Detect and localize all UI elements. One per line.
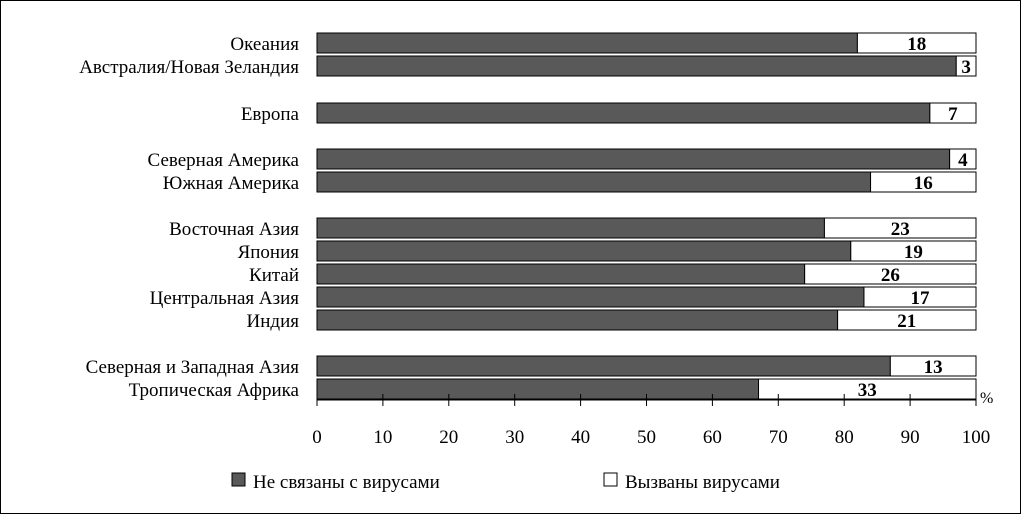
x-tick-label: 30 <box>505 427 524 448</box>
x-axis: 0 10 20 30 40 50 60 70 80 90 100 <box>312 394 990 448</box>
bar-viral <box>929 102 977 124</box>
x-tick-label: 60 <box>703 427 722 448</box>
bar-not-viral <box>316 171 872 193</box>
data-label: 4 <box>958 150 968 171</box>
data-label: 21 <box>897 311 916 332</box>
bar-not-viral <box>316 263 806 285</box>
bar-viral <box>804 263 977 285</box>
legend-swatch-not-viral <box>231 472 246 487</box>
bar-viral <box>758 378 977 400</box>
bar-not-viral <box>316 102 931 124</box>
x-unit-label: % <box>980 390 993 407</box>
x-tick-label: 10 <box>373 427 392 448</box>
bar-not-viral <box>316 355 891 377</box>
bar-not-viral <box>316 148 951 170</box>
legend-swatch-viral <box>603 472 618 487</box>
bar-viral <box>837 309 977 331</box>
category-label: Центральная Азия <box>150 288 300 309</box>
legend: Не связаны с вирусами Вызваны вирусами <box>231 472 780 493</box>
data-label: 16 <box>914 173 933 194</box>
x-tick-label: 90 <box>901 427 920 448</box>
data-label: 17 <box>910 288 930 309</box>
data-label: 26 <box>881 265 900 286</box>
category-label: Австралия/Новая Зеландия <box>79 57 299 78</box>
data-label: 3 <box>961 57 971 78</box>
x-tick-label: 20 <box>439 427 458 448</box>
data-label: 23 <box>891 219 910 240</box>
x-tick-label: 100 <box>962 427 991 448</box>
bar-viral <box>856 32 977 54</box>
category-label: Северная Америка <box>148 150 300 171</box>
x-tick-label: 70 <box>769 427 788 448</box>
bar-not-viral <box>316 286 865 308</box>
x-tick-label: 0 <box>312 427 322 448</box>
category-label: Океания <box>230 34 299 55</box>
data-label: 33 <box>858 380 877 401</box>
x-tick-label: 40 <box>571 427 590 448</box>
bar-viral <box>955 55 977 77</box>
bar-viral <box>889 355 977 377</box>
bars-group <box>316 32 977 400</box>
data-label: 13 <box>924 357 943 378</box>
category-label: Восточная Азия <box>169 219 299 240</box>
bar-not-viral <box>316 240 852 262</box>
legend-label-not-viral: Не связаны с вирусами <box>253 472 440 493</box>
category-label: Тропическая Африка <box>129 380 300 401</box>
category-label: Европа <box>241 104 300 125</box>
bar-not-viral <box>316 55 957 77</box>
category-label: Китай <box>249 265 299 286</box>
legend-label-viral: Вызваны вирусами <box>625 472 780 493</box>
category-label: Северная и Западная Азия <box>86 357 300 378</box>
bar-viral <box>850 240 977 262</box>
data-label: 19 <box>904 242 923 263</box>
data-label: 7 <box>948 104 958 125</box>
x-tick-label: 80 <box>835 427 854 448</box>
category-label: Япония <box>238 242 300 263</box>
bar-viral <box>863 286 977 308</box>
bar-viral <box>949 148 977 170</box>
data-label: 18 <box>907 34 926 55</box>
bar-viral <box>870 171 977 193</box>
x-tick-label: 50 <box>637 427 656 448</box>
bar-not-viral <box>316 32 858 54</box>
bar-not-viral <box>316 217 825 239</box>
bar-not-viral <box>316 309 839 331</box>
bar-viral <box>823 217 977 239</box>
category-label: Южная Америка <box>163 173 300 194</box>
category-label: Индия <box>247 311 300 332</box>
